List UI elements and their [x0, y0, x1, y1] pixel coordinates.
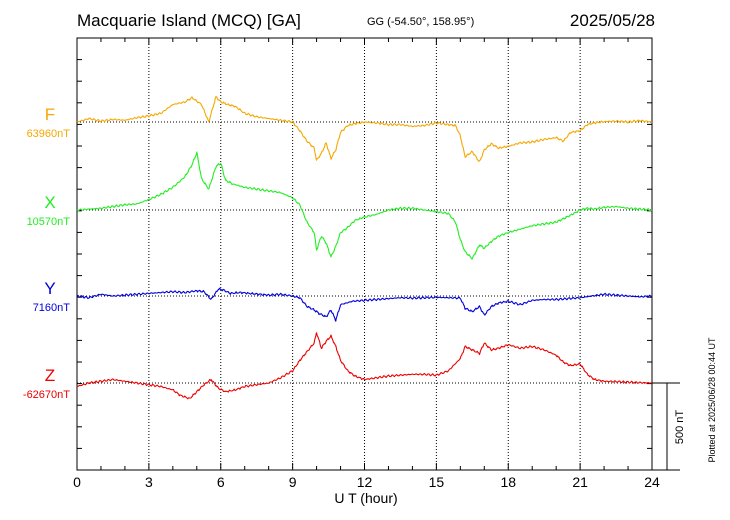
- scale-bar-label: 500 nT: [674, 410, 686, 445]
- series-lines: [76, 95, 653, 400]
- component-baseline-X: 10570nT: [27, 216, 71, 228]
- x-tick-label: 0: [73, 474, 81, 490]
- vertical-gridlines: [148, 38, 581, 470]
- series-line-Z: [76, 332, 652, 400]
- component-baseline-Y: 7160nT: [33, 302, 71, 314]
- component-baseline-Z: -62670nT: [23, 389, 70, 401]
- component-name-F: F: [45, 105, 55, 124]
- station-title: Macquarie Island (MCQ) [GA]: [77, 11, 301, 30]
- scale-bar: 500 nT: [652, 382, 686, 471]
- x-tick-label: 18: [500, 474, 516, 490]
- component-labels: F 63960nT X 10570nT Y 7160nT Z -62670nT: [23, 105, 70, 401]
- series-line-Y: [76, 287, 653, 322]
- x-tick-label: 15: [429, 474, 445, 490]
- plotted-at-note: Plotted at 2025/06/28 00:44 UT: [707, 337, 717, 463]
- x-tick-label: 21: [572, 474, 588, 490]
- series-line-X: [76, 151, 653, 260]
- station-coordinates: GG (-54.50°, 158.95°): [367, 16, 474, 28]
- x-axis-label: U T (hour): [334, 490, 397, 506]
- component-name-Y: Y: [44, 279, 55, 298]
- plot-date: 2025/05/28: [570, 11, 655, 30]
- component-name-X: X: [44, 193, 55, 212]
- axis-ticks: [76, 38, 653, 470]
- x-tick-labels: 0 3 6 9 12 15 18 21 24: [73, 474, 660, 490]
- x-tick-label: 9: [289, 474, 297, 490]
- x-tick-label: 12: [357, 474, 373, 490]
- component-name-Z: Z: [45, 366, 55, 385]
- x-tick-label: 24: [644, 474, 660, 490]
- x-tick-label: 6: [217, 474, 225, 490]
- component-baseline-F: 63960nT: [27, 128, 71, 140]
- x-tick-label: 3: [145, 474, 153, 490]
- series-line-F: [76, 95, 653, 162]
